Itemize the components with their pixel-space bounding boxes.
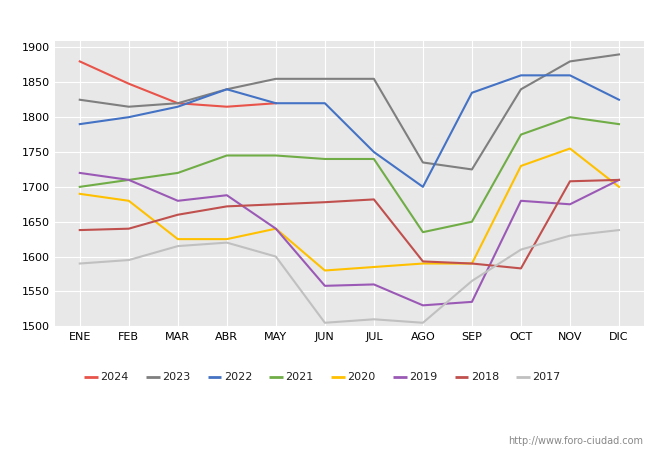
Text: http://www.foro-ciudad.com: http://www.foro-ciudad.com (508, 436, 644, 446)
Text: 2024: 2024 (100, 372, 129, 382)
Text: 2023: 2023 (162, 372, 190, 382)
Text: 2021: 2021 (285, 372, 314, 382)
Text: 2020: 2020 (347, 372, 376, 382)
Text: 2018: 2018 (471, 372, 499, 382)
Text: 2017: 2017 (532, 372, 561, 382)
Text: 2019: 2019 (409, 372, 437, 382)
Text: Afiliados en Rocafort a 31/5/2024: Afiliados en Rocafort a 31/5/2024 (187, 9, 463, 27)
Text: 2022: 2022 (224, 372, 252, 382)
